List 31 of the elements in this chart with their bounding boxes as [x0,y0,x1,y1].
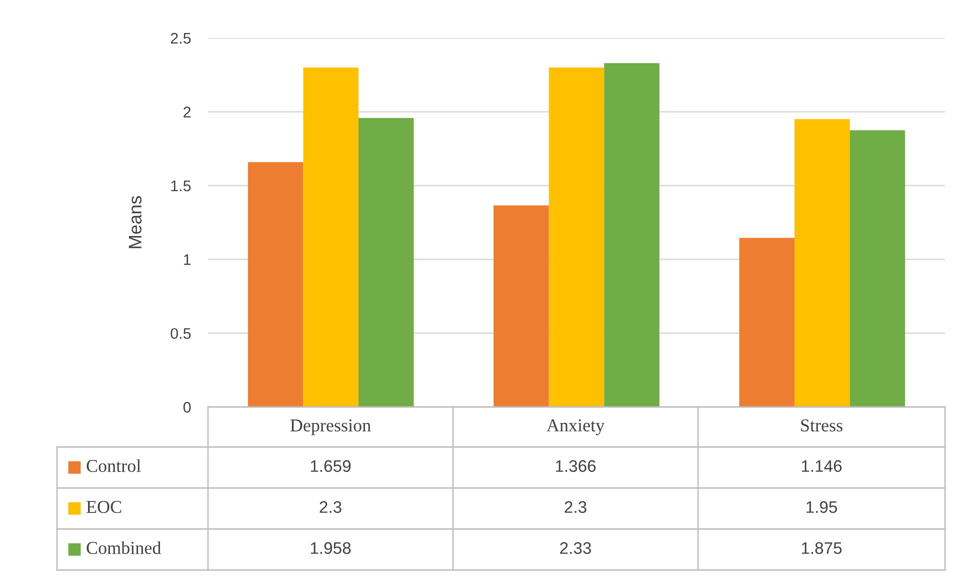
data-label: 1.875 [802,542,842,554]
y-tick-label: 1.5 [171,180,191,192]
y-tick-label: 1 [184,254,191,265]
bar [494,205,549,407]
y-tick-label: 2 [184,106,191,118]
bar [850,130,906,407]
data-label: 1.659 [310,460,351,472]
legend-label: Control [86,459,141,472]
bar [604,63,660,407]
x-tick-label: Anxiety [546,419,605,436]
legend-label: Combined [86,541,162,554]
data-label: 1.146 [802,460,842,472]
data-label: 1.958 [310,542,351,554]
data-label: 2.3 [320,501,342,513]
data-label: 2.3 [564,501,586,513]
y-tick-label: 0 [183,402,191,413]
bar [548,68,604,407]
data-label: 1.95 [806,501,838,513]
bar [358,118,414,407]
y-axis-title: Means [128,196,142,248]
data-label: 1.366 [556,460,596,472]
y-tick-label: 2.5 [170,32,191,44]
bar [303,68,358,407]
legend-label: EOC [86,500,122,514]
y-tick-label: 0.5 [170,328,191,339]
bar [739,238,795,407]
x-tick-label: Depression [290,419,371,436]
data-label: 2.33 [560,542,591,554]
bar [248,162,304,407]
bar [794,119,850,407]
x-tick-label: Stress [801,419,842,432]
